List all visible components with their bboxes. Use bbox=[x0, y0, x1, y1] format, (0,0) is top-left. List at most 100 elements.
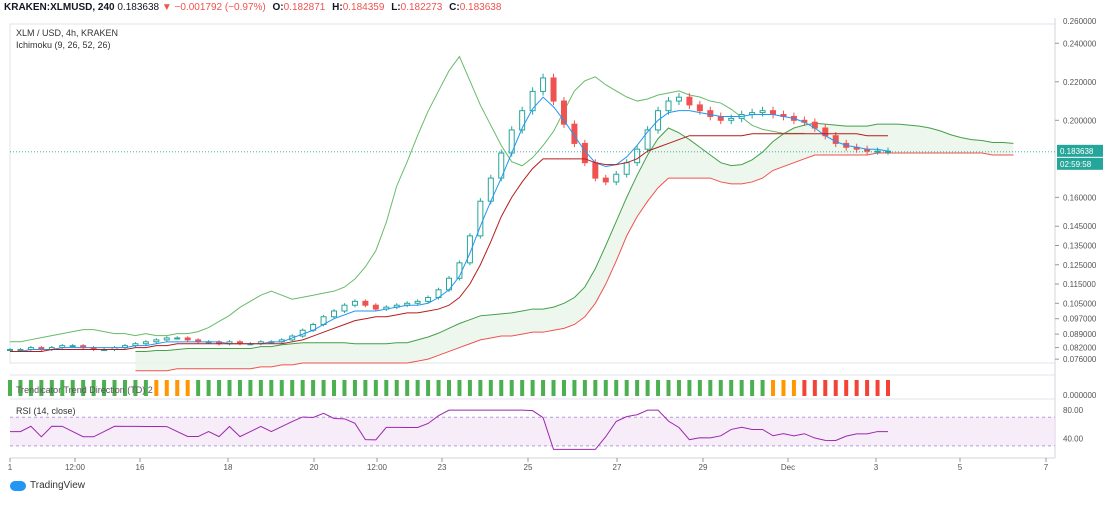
x-tick-label: 16 bbox=[136, 463, 145, 472]
x-tick-label: Dec bbox=[781, 463, 795, 472]
candle-body bbox=[550, 77, 557, 102]
ttm-bar bbox=[499, 380, 504, 396]
x-tick-label: 20 bbox=[310, 463, 319, 472]
ttm-bar bbox=[363, 380, 368, 396]
ttm-bar bbox=[39, 380, 44, 396]
header-bar: KRAKEN:XLMUSD, 240 0.183638 ▼ −0.001792 … bbox=[4, 2, 501, 20]
candle-body bbox=[560, 100, 567, 125]
symbol-label: KRAKEN:XLMUSD, 240 bbox=[4, 2, 115, 13]
candle-body bbox=[466, 235, 473, 264]
leading-span-a bbox=[135, 122, 1014, 352]
ichimoku-cloud bbox=[135, 123, 1014, 371]
candle-body bbox=[717, 115, 724, 121]
x-tick-label: 12:00 bbox=[65, 463, 86, 472]
ttm-bar bbox=[70, 380, 75, 396]
candle-body bbox=[351, 300, 358, 306]
y-tick-label: 0.145000 bbox=[1063, 222, 1097, 231]
ttm-bar bbox=[488, 380, 493, 396]
lagging-span bbox=[10, 55, 805, 343]
ttm-bar bbox=[164, 380, 169, 396]
ttm-bar bbox=[886, 380, 890, 396]
ttm-bar bbox=[739, 380, 744, 396]
ttm-bar bbox=[227, 380, 232, 396]
y-tick-label: 0.240000 bbox=[1063, 39, 1097, 48]
candle-body bbox=[728, 117, 735, 121]
ttm-bar bbox=[854, 380, 859, 396]
ttm-bar bbox=[206, 380, 211, 396]
y-tick-label: 0.082000 bbox=[1063, 344, 1097, 353]
last-price-label: 0.183638 bbox=[1060, 147, 1094, 156]
y-top-tick-label: 0.260000 bbox=[1063, 18, 1097, 26]
ttm-bar bbox=[760, 380, 765, 396]
ttm-bar bbox=[91, 380, 96, 396]
ttm-bar bbox=[81, 380, 86, 396]
ttm-bar bbox=[865, 380, 870, 396]
candle-body bbox=[174, 337, 181, 340]
ttm-bar bbox=[279, 380, 284, 396]
ttm-bar bbox=[352, 380, 357, 396]
candle-body bbox=[17, 349, 24, 352]
countdown-label: 02:59:58 bbox=[1060, 160, 1092, 169]
ttm-bar bbox=[457, 380, 462, 396]
open-label: O: bbox=[272, 2, 284, 13]
ttm-bar bbox=[332, 380, 337, 396]
y-tick-label: 0.105000 bbox=[1063, 299, 1097, 308]
candle-body bbox=[696, 104, 703, 112]
ttm-bar bbox=[614, 380, 619, 396]
ttm-bar bbox=[478, 380, 483, 396]
ttm-bar bbox=[530, 380, 535, 396]
candle-body bbox=[759, 110, 766, 114]
conversion-line bbox=[10, 96, 889, 352]
ttm-bar bbox=[405, 380, 410, 396]
ttm-bar bbox=[718, 380, 723, 396]
candle-body bbox=[331, 310, 338, 318]
y-tick-label: 0.097000 bbox=[1063, 315, 1097, 324]
ttm-bar bbox=[844, 380, 849, 396]
ttm-bar bbox=[729, 380, 734, 396]
candle-body bbox=[372, 304, 379, 310]
ttm-bar bbox=[373, 380, 378, 396]
candle-body bbox=[153, 339, 160, 343]
ttm-bar bbox=[185, 380, 190, 396]
ttm-bar bbox=[122, 380, 127, 396]
ttm-bar bbox=[467, 380, 472, 396]
open-value: 0.182871 bbox=[283, 2, 326, 13]
ttm-bar bbox=[875, 380, 880, 396]
ttm-bar bbox=[582, 380, 587, 396]
ttm-bar bbox=[258, 380, 263, 396]
candle-body bbox=[425, 297, 432, 302]
rsi-tick-label: 80.00 bbox=[1063, 406, 1084, 415]
x-tick-label: 18 bbox=[224, 463, 233, 472]
low-value: 0.182273 bbox=[400, 2, 443, 13]
candle-body bbox=[414, 300, 421, 304]
ttm-bar bbox=[384, 380, 389, 396]
ttm-bar bbox=[321, 380, 326, 396]
ttm-bar bbox=[687, 380, 692, 396]
x-tick-label: 27 bbox=[613, 463, 622, 472]
ttm-bar bbox=[154, 380, 159, 396]
y-tick-label: 0.135000 bbox=[1063, 242, 1097, 251]
ttm-bar bbox=[635, 380, 640, 396]
ttm-bar bbox=[60, 380, 65, 396]
ttm-bar bbox=[645, 380, 650, 396]
ttm-bar bbox=[237, 380, 242, 396]
brand-label[interactable]: TradingView bbox=[30, 480, 86, 491]
ttm-bar bbox=[551, 380, 556, 396]
chart-canvas[interactable]: 0.240000 0.220000 0.200000 0.160000 0.145000… bbox=[0, 18, 1113, 476]
down-arrow-icon: ▼ bbox=[161, 2, 172, 13]
candle-body bbox=[686, 96, 693, 106]
tradingview-logo-icon bbox=[10, 480, 26, 491]
candle-body bbox=[623, 162, 630, 175]
ichimoku-legend: Ichimoku (9, 26, 52, 26) bbox=[16, 40, 111, 50]
candle-body bbox=[634, 148, 641, 164]
candle-body bbox=[519, 110, 526, 131]
x-tick-label: 25 bbox=[524, 463, 533, 472]
ttm-legend: Trendicator Trend Direction (TD) 2 bbox=[16, 385, 153, 395]
ttm-bar bbox=[812, 380, 817, 396]
close-value: 0.183638 bbox=[459, 2, 502, 13]
candle-body bbox=[613, 173, 620, 183]
candle-body bbox=[142, 341, 149, 345]
close-label: C: bbox=[449, 2, 460, 13]
x-tick-label: 23 bbox=[438, 463, 447, 472]
x-tick-label: 29 bbox=[699, 463, 708, 472]
